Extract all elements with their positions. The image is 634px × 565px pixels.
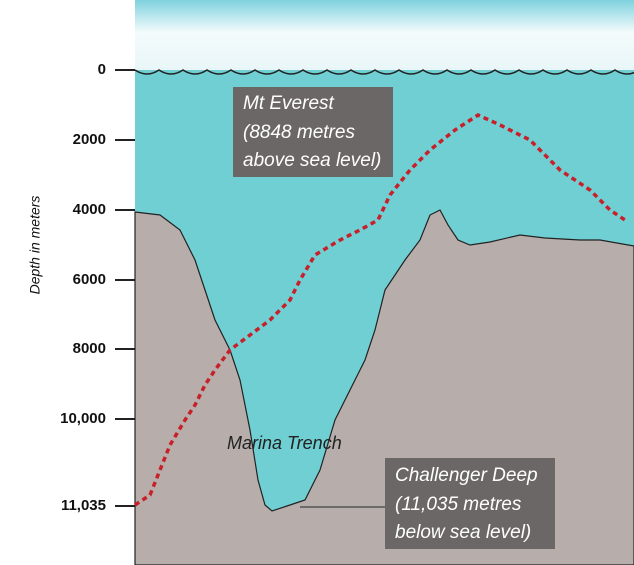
y-axis: 0 2000 4000 6000 8000 10,000 11,035 Dept… [27,61,135,514]
everest-label: above sea level) [243,150,381,171]
tick-label: 2000 [73,131,106,148]
tick-label: 4000 [73,201,106,218]
tick-label: 10,000 [60,410,106,427]
axis-label: Depth in meters [27,196,43,295]
everest-label: (8848 metres [243,122,355,143]
deep-label: Challenger Deep [395,465,538,486]
tick-label: 8000 [73,340,106,357]
trench-label: Marina Trench [227,433,342,453]
everest-label: Mt Everest [243,93,335,114]
tick-label: 6000 [73,271,106,288]
everest-outline [134,113,629,507]
deep-box [385,458,555,549]
everest-box [233,87,393,177]
sky [135,0,634,72]
tick-label: 11,035 [61,497,106,514]
deep-label: (11,035 metres [395,494,522,515]
wave-line [134,69,634,75]
deep-label: below sea level) [395,522,531,543]
tick-label: 0 [98,61,106,78]
